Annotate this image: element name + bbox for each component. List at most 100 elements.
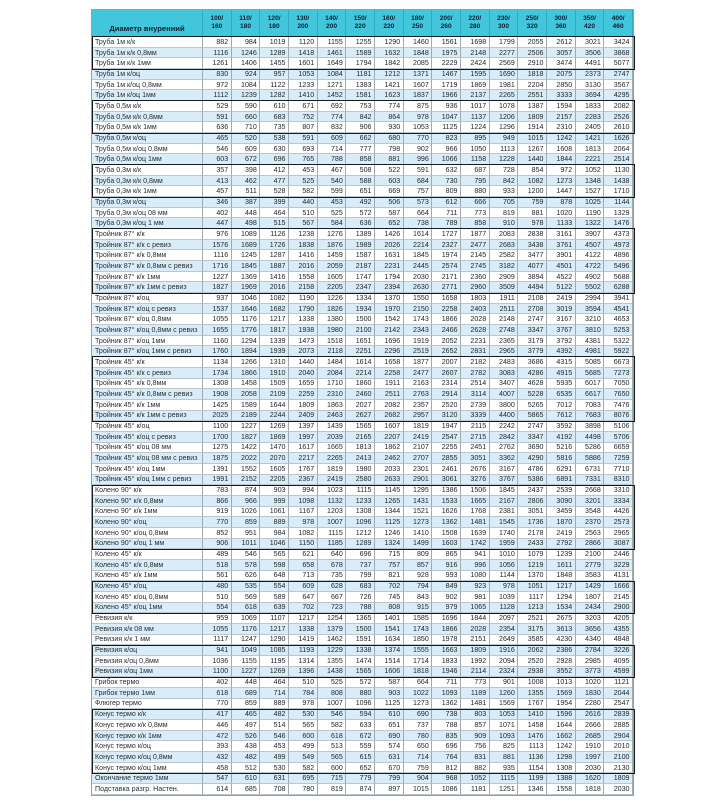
price-cell: 3090	[546, 495, 576, 507]
price-cell: 1742	[460, 538, 490, 550]
price-cell: 2027	[346, 399, 375, 411]
price-cell: 3901	[546, 250, 576, 262]
price-cell: 2900	[604, 602, 633, 614]
price-cell: 1418	[288, 47, 318, 59]
row-label: Флюгер термо	[92, 698, 203, 710]
price-cell: 690	[374, 730, 404, 742]
price-cell: 1803	[460, 293, 490, 304]
price-cell: 1606	[374, 666, 404, 678]
table-row: Труба 1м к/к 1мм 1261 1406 1455 1601 1649 1794…	[92, 58, 633, 70]
price-cell: 1819	[403, 421, 433, 432]
price-cell: 2628	[460, 325, 490, 336]
price-cell: 650	[403, 741, 433, 753]
price-cell: 2675	[546, 613, 576, 624]
table-row: Колено 90° к/к 1мм 919 1026 1061 1167 1203 130…	[92, 506, 633, 518]
row-label: Труба 1м к/к	[92, 37, 203, 48]
price-cell: 525	[317, 677, 347, 688]
row-label: Труба 0,3м к/к 1мм	[92, 186, 203, 198]
column-header-140-200: 140/200	[317, 10, 347, 37]
price-cell: 4295	[604, 90, 633, 102]
price-cell: 3773	[575, 666, 605, 678]
price-cell: 5922	[604, 346, 633, 358]
price-cell: 565	[288, 720, 318, 731]
row-label: Конус термо к/оц 0,8мм	[92, 752, 203, 763]
price-cell: 2075	[546, 69, 576, 80]
price-cell: 499	[288, 741, 318, 753]
price-cell: 4498	[575, 431, 605, 443]
price-cell: 2419	[317, 474, 347, 486]
price-cell: 7012	[546, 399, 576, 411]
price-cell: 567	[288, 218, 318, 230]
price-cell: 1052	[575, 165, 605, 176]
price-cell: 683	[260, 111, 289, 123]
price-cell: 1911	[489, 293, 519, 304]
price-cell: 3694	[575, 90, 605, 102]
price-cell: 1158	[460, 154, 490, 166]
price-cell: 2314	[432, 378, 461, 390]
row-label: Труба 0,5м к/к	[92, 101, 203, 112]
price-cell: 794	[403, 581, 433, 592]
price-cell: 689	[231, 687, 261, 699]
table-row: Труба 0,5м к/оц 465 520 538 591 609 662 680 770 8…	[92, 133, 633, 144]
price-cell: 753	[346, 101, 375, 112]
price-cell: 683	[346, 581, 375, 592]
price-cell: 1121	[604, 677, 633, 688]
price-cell: 651	[374, 720, 404, 731]
price-cell: 774	[374, 101, 404, 112]
table-row: Тройник 45° к/оц 1мм с ревиз 1991 2152 2205…	[92, 474, 633, 486]
price-cell: 819	[317, 784, 347, 795]
price-cell: 2460	[346, 389, 375, 400]
price-cell: 572	[346, 677, 375, 688]
price-cell: 2582	[489, 250, 519, 262]
price-cell: 2007	[432, 357, 461, 368]
price-cell: 1254	[317, 613, 347, 624]
price-cell: 2152	[231, 474, 261, 486]
price-cell: 2771	[432, 282, 461, 294]
price-cell: 770	[203, 517, 232, 528]
price-cell: 1199	[518, 773, 547, 785]
price-cell: 489	[203, 549, 232, 560]
price-cell: 1662	[546, 730, 576, 742]
price-cell: 979	[432, 602, 461, 614]
price-cell: 3686	[518, 357, 547, 368]
price-cell: 432	[203, 752, 232, 763]
price-cell: 610	[374, 709, 404, 720]
price-cell: 3276	[460, 474, 490, 486]
price-cell: 1294	[231, 335, 261, 347]
price-cell: 1426	[374, 229, 404, 240]
price-cell: 1696	[432, 613, 461, 624]
price-cell: 2779	[575, 559, 605, 571]
price-cell: 1334	[346, 293, 375, 304]
price-cell: 1195	[260, 655, 289, 667]
price-cell: 1659	[288, 378, 318, 390]
price-cell: 513	[317, 741, 347, 753]
price-cell: 1863	[317, 399, 347, 411]
price-cell: 1981	[489, 79, 519, 91]
column-header-230-300: 230/300	[489, 10, 519, 37]
price-cell: 2265	[317, 453, 347, 464]
price-cell: 1452	[317, 90, 347, 102]
diameter-top: 200/	[439, 15, 453, 23]
price-cell: 399	[260, 197, 289, 208]
price-cell: 1022	[403, 687, 433, 699]
price-cell: 1833	[575, 101, 605, 112]
price-cell: 7331	[575, 474, 605, 486]
price-cell: 2762	[489, 442, 519, 454]
price-cell: 4131	[604, 570, 633, 582]
price-cell: 515	[260, 218, 289, 230]
price-cell: 957	[260, 69, 289, 80]
price-cell: 1460	[403, 37, 433, 48]
price-cell: 1934	[346, 303, 375, 315]
price-cell: 2367	[288, 474, 318, 486]
price-cell: 2310	[317, 389, 347, 400]
price-cell: 799	[374, 773, 404, 785]
price-cell: 859	[231, 517, 261, 528]
price-cell: 1116	[203, 250, 232, 262]
row-label: Колено 90° к/к 1мм	[92, 506, 203, 518]
price-cell: 880	[346, 687, 375, 699]
price-cell: 692	[317, 101, 347, 112]
price-cell: 1176	[231, 314, 261, 326]
price-cell: 647	[288, 591, 318, 603]
row-label: Тройник 45° к/к 0,8мм с ревиз	[92, 389, 203, 400]
price-cell: 2040	[288, 367, 318, 379]
